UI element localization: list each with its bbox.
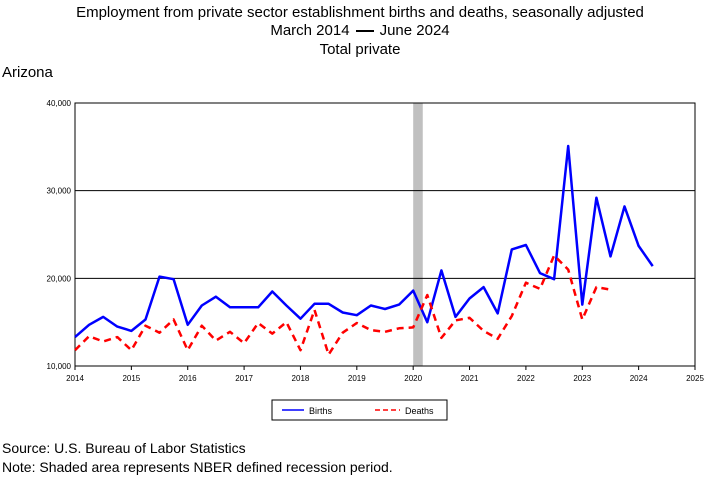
y-tick-label: 40,000	[47, 99, 72, 108]
x-tick-label: 2022	[517, 374, 535, 383]
x-tick-label: 2021	[461, 374, 479, 383]
period-dash	[355, 30, 374, 32]
series-layer	[74, 144, 654, 356]
x-tick-label: 2020	[404, 374, 422, 383]
y-axis: 10,000 20,000 30,000 40,000	[47, 99, 72, 371]
x-tick-label: 2017	[235, 374, 253, 383]
y-tick-label: 30,000	[47, 187, 72, 196]
x-tick-label: 2014	[66, 374, 84, 383]
y-tick-label: 10,000	[47, 362, 72, 371]
chart-subtitle-period: March 2014 June 2024	[0, 22, 720, 40]
chart-subtitle-group: Total private	[319, 41, 401, 58]
x-tick-label: 2024	[630, 374, 648, 383]
legend-label-births: Births	[309, 406, 333, 416]
legend: Births Deaths	[271, 399, 448, 421]
period-end: June 2024	[379, 22, 450, 39]
x-axis: 2014 2015 2016 2017 2018 2019 2020 2021 2022 2023…	[66, 366, 704, 383]
plot-frame	[74, 102, 696, 367]
series-line-deaths	[74, 254, 611, 356]
period-start: March 2014	[270, 22, 350, 39]
grid-layer	[75, 102, 695, 367]
recession-band	[413, 103, 423, 366]
source-note: Source: U.S. Bureau of Labor Statistics	[2, 440, 246, 456]
legend-box	[271, 399, 448, 421]
recession-note: Note: Shaded area represents NBER define…	[2, 459, 393, 475]
region-label: Arizona	[2, 64, 53, 81]
x-tick-label: 2019	[348, 374, 366, 383]
x-tick-label: 2016	[179, 374, 197, 383]
y-tick-label: 20,000	[47, 274, 72, 283]
chart-title: Employment from private sector establish…	[76, 4, 644, 21]
x-tick-label: 2015	[122, 374, 140, 383]
x-tick-label: 2023	[573, 374, 591, 383]
recession-layer	[413, 103, 423, 366]
x-tick-label: 2025	[686, 374, 704, 383]
series-line-births	[74, 144, 654, 339]
legend-label-deaths: Deaths	[405, 406, 434, 416]
x-tick-label: 2018	[292, 374, 310, 383]
